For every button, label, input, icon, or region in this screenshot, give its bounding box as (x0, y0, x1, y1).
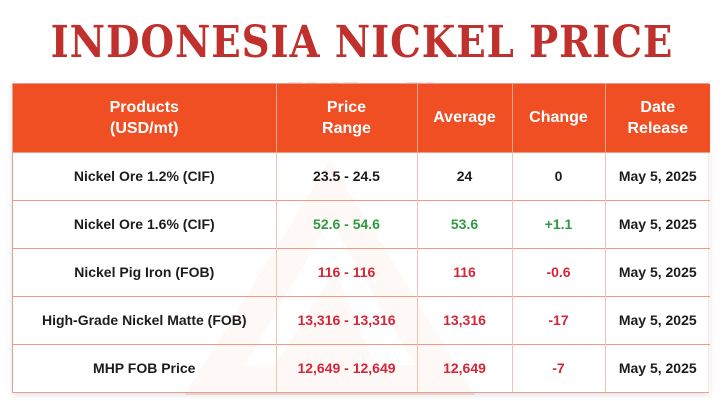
date-release-value: May 5, 2025 (605, 199, 710, 248)
header-price-range: Price Range (276, 84, 418, 152)
date-release-value: May 5, 2025 (605, 295, 710, 344)
price-range-value: 52.6 - 54.6 (276, 199, 418, 248)
table-row: Nickel Ore 1.6% (CIF) 52.6 - 54.6 53.6 +… (13, 199, 710, 248)
table-row: Nickel Pig Iron (FOB) 116 - 116 116 -0.6… (13, 247, 710, 296)
header-date-release: Date Release (605, 84, 710, 152)
table-header-row: Products (USD/mt) Price Range Average Ch… (13, 84, 710, 152)
header-products-line1: Products (109, 98, 179, 116)
price-range-value: 12,649 - 12,649 (276, 343, 418, 392)
price-range-value: 23.5 - 24.5 (276, 151, 418, 200)
product-name: Nickel Ore 1.2% (CIF) (13, 151, 277, 200)
header-date-line1: Date (640, 98, 676, 116)
average-value: 53.6 (417, 199, 513, 248)
change-value: -7 (512, 343, 606, 392)
average-value: 24 (417, 151, 513, 200)
date-release-value: May 5, 2025 (605, 343, 710, 392)
date-release-value: May 5, 2025 (605, 247, 710, 296)
price-range-value: 13,316 - 13,316 (276, 295, 418, 344)
date-release-value: May 5, 2025 (605, 151, 710, 200)
table-row: Nickel Ore 1.2% (CIF) 23.5 - 24.5 24 0 M… (13, 151, 710, 200)
average-value: 13,316 (417, 295, 513, 344)
table-row: MHP FOB Price 12,649 - 12,649 12,649 -7 … (13, 343, 710, 392)
change-value: -17 (512, 295, 606, 344)
product-name: MHP FOB Price (13, 343, 277, 392)
product-name: Nickel Ore 1.6% (CIF) (13, 199, 277, 248)
change-value: -0.6 (512, 247, 606, 296)
header-average: Average (417, 84, 513, 152)
change-value: 0 (512, 151, 606, 200)
price-range-value: 116 - 116 (276, 247, 418, 296)
header-date-line2: Release (627, 119, 689, 137)
average-value: 116 (417, 247, 513, 296)
header-price-line1: Price (326, 98, 367, 116)
header-change: Change (512, 84, 606, 152)
header-products: Products (USD/mt) (13, 84, 277, 152)
product-name: Nickel Pig Iron (FOB) (13, 247, 277, 296)
table-row: High-Grade Nickel Matte (FOB) 13,316 - 1… (13, 295, 710, 344)
average-value: 12,649 (417, 343, 513, 392)
header-price-line2: Range (322, 119, 371, 137)
header-products-line2: (USD/mt) (110, 119, 179, 137)
price-index-table: Products (USD/mt) Price Range Average Ch… (12, 83, 710, 393)
change-value: +1.1 (512, 199, 606, 248)
product-name: High-Grade Nickel Matte (FOB) (13, 295, 277, 344)
